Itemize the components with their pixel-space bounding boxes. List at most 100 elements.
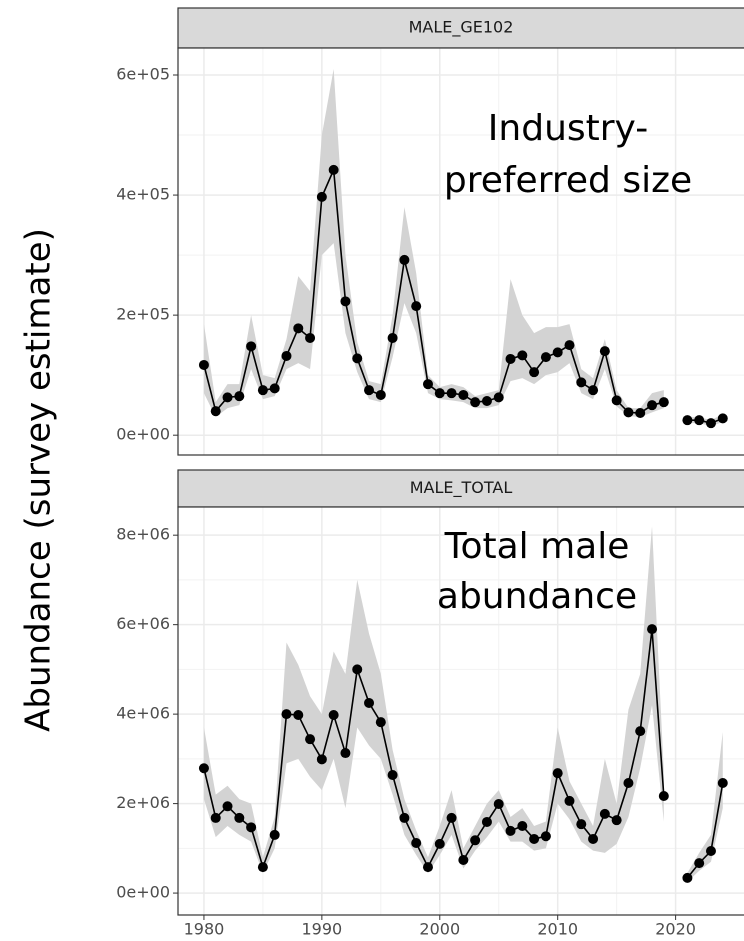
point: [198, 763, 209, 774]
y-tick-label: 8e+06: [116, 525, 170, 544]
point: [576, 377, 587, 388]
point: [387, 769, 398, 780]
point: [375, 717, 386, 728]
point: [493, 392, 504, 403]
x-tick-label: 2000: [419, 920, 460, 939]
point: [446, 388, 457, 399]
point: [422, 862, 433, 873]
point: [705, 846, 716, 857]
ribbon: [203, 526, 664, 873]
y-tick-label: 4e+06: [116, 704, 170, 723]
point: [269, 829, 280, 840]
point: [246, 341, 257, 352]
point: [635, 726, 646, 737]
point: [222, 392, 233, 403]
point: [340, 748, 351, 759]
y-tick-label: 2e+05: [116, 305, 170, 324]
point: [352, 664, 363, 675]
point: [682, 872, 693, 883]
point: [481, 395, 492, 406]
point: [529, 833, 540, 844]
point: [705, 418, 716, 429]
point: [470, 835, 481, 846]
point: [434, 838, 445, 849]
point: [647, 624, 658, 635]
x-tick-label: 2020: [655, 920, 696, 939]
point: [658, 791, 669, 801]
line: [687, 417, 724, 425]
annotation: Total male: [444, 526, 630, 567]
point: [505, 353, 516, 364]
point: [552, 768, 563, 779]
y-tick-label: 0e+00: [116, 883, 170, 902]
point: [269, 383, 280, 394]
point: [611, 395, 622, 406]
y-tick-label: 6e+06: [116, 614, 170, 633]
point: [328, 710, 339, 721]
point: [234, 391, 245, 402]
point: [458, 854, 469, 865]
point: [481, 816, 492, 827]
point: [411, 837, 422, 848]
point: [316, 754, 327, 765]
point: [517, 820, 528, 831]
ribbon: [203, 69, 664, 418]
point: [387, 332, 398, 343]
facet-strip-label: MALE_GE102: [409, 18, 514, 38]
point: [293, 323, 304, 334]
point: [611, 815, 622, 826]
annotation: abundance: [437, 576, 637, 617]
point: [540, 352, 551, 363]
annotation: Industry-: [488, 108, 648, 149]
point: [564, 340, 575, 351]
point: [505, 825, 516, 836]
point: [257, 862, 268, 873]
point: [588, 385, 599, 396]
point: [422, 379, 433, 390]
point: [234, 812, 245, 823]
point: [375, 389, 386, 400]
facet-strip: [177, 469, 744, 508]
point: [493, 799, 504, 810]
facet-strip-label: MALE_TOTAL: [410, 478, 513, 498]
y-tick-label: 4e+05: [116, 185, 170, 204]
point: [658, 397, 669, 408]
point: [552, 347, 563, 358]
ribbon: [687, 732, 723, 882]
point: [623, 778, 634, 789]
point: [281, 350, 292, 361]
point: [623, 407, 634, 418]
point: [694, 415, 705, 426]
line: [686, 782, 724, 879]
point: [647, 400, 658, 411]
point: [210, 406, 221, 417]
panel-border: [177, 47, 744, 456]
point: [305, 332, 316, 343]
point: [717, 778, 728, 789]
y-tick-label: 6e+05: [116, 65, 170, 84]
point: [446, 812, 457, 823]
point: [222, 801, 233, 812]
point: [599, 808, 610, 819]
point: [717, 413, 728, 424]
line: [203, 629, 665, 870]
point: [458, 389, 469, 400]
x-tick-label: 1980: [184, 920, 225, 939]
point: [635, 407, 646, 418]
point: [210, 812, 221, 823]
point: [411, 301, 422, 312]
point: [470, 397, 481, 408]
point: [434, 388, 445, 399]
point: [364, 697, 375, 708]
point: [529, 367, 540, 378]
point: [517, 350, 528, 361]
point: [305, 734, 316, 745]
point: [588, 833, 599, 844]
y-tick-label: 0e+00: [116, 425, 170, 444]
point: [281, 709, 292, 720]
y-tick-label: 2e+06: [116, 793, 170, 812]
point: [540, 831, 551, 842]
point: [399, 254, 410, 265]
point: [564, 795, 575, 806]
